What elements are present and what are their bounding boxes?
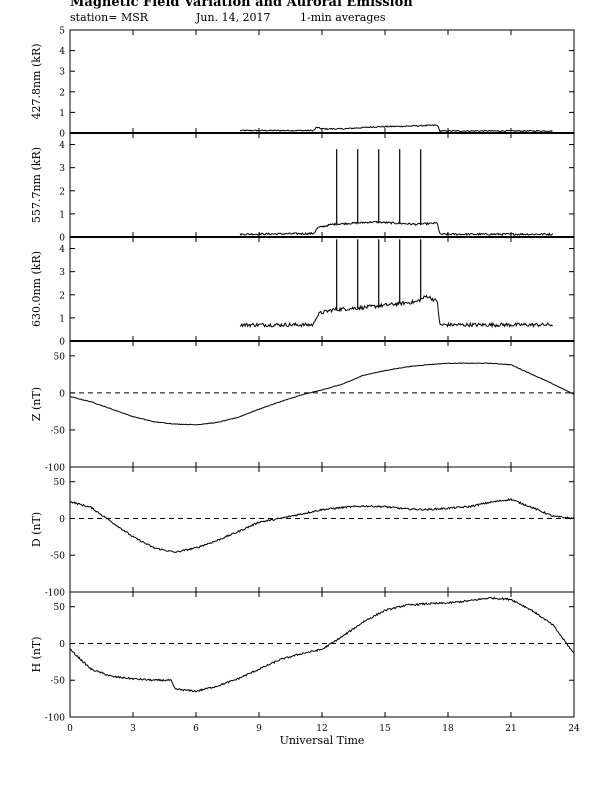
x-tick-label: 3 — [130, 724, 136, 734]
panel-frame — [69, 29, 575, 134]
y-axis-label: 427.8nm (kR) — [30, 43, 43, 119]
y-tick-label: 4 — [59, 47, 65, 57]
panel-pH: -100 -50 0 50 H (nT) — [30, 591, 575, 724]
y-tick-label: 0 — [59, 338, 65, 348]
x-tick-label: 9 — [256, 724, 262, 734]
date-label: Jun. 14, 2017 — [196, 11, 271, 24]
x-axis-label: Universal Time — [280, 734, 365, 747]
y-tick-label: 2 — [59, 88, 65, 98]
series-line — [69, 497, 575, 554]
y-tick-label: -100 — [45, 464, 65, 474]
x-tick-label: 12 — [316, 724, 327, 734]
y-tick-label: -100 — [45, 714, 65, 724]
y-tick-label: 4 — [59, 245, 65, 255]
averaging-label: 1-min averages — [300, 11, 386, 24]
panel-frame — [69, 591, 575, 718]
panel-frame — [69, 466, 575, 593]
y-tick-label: -50 — [51, 426, 66, 436]
x-tick-label: 24 — [568, 724, 580, 734]
y-tick-label: 3 — [59, 68, 65, 78]
panel-frame — [69, 340, 575, 468]
y-axis-label: D (nT) — [30, 512, 43, 547]
panel-frame — [69, 132, 575, 238]
y-tick-label: -100 — [45, 589, 65, 599]
y-tick-label: 0 — [59, 640, 65, 650]
y-tick-label: 50 — [54, 352, 66, 362]
y-tick-label: 1 — [59, 109, 65, 119]
y-axis-label: 630.0nm (kR) — [30, 251, 43, 327]
y-axis-label: 557.7nm (kR) — [30, 147, 43, 223]
series-line — [69, 596, 575, 693]
y-tick-label: 0 — [59, 130, 65, 140]
panel-pZ: -100 -50 0 50 Z (nT) — [30, 340, 575, 474]
series-line — [239, 220, 554, 237]
y-tick-label: 5 — [59, 27, 65, 37]
y-tick-label: 2 — [59, 291, 65, 301]
y-tick-label: -50 — [51, 677, 66, 687]
x-tick-label: 15 — [379, 724, 391, 734]
y-tick-label: 3 — [59, 164, 65, 174]
y-tick-label: 50 — [54, 603, 66, 613]
y-tick-label: 1 — [59, 314, 65, 324]
panel-p4278: 0 1 2 3 4 5 427.8nm (kR) — [30, 27, 575, 140]
y-tick-label: -50 — [51, 552, 66, 562]
y-tick-label: 0 — [59, 234, 65, 244]
x-tick-label: 18 — [442, 724, 454, 734]
panel-p5577: 0 1 2 3 4 557.7nm (kR) — [30, 132, 575, 244]
y-tick-label: 1 — [59, 210, 65, 220]
y-tick-label: 2 — [59, 187, 65, 197]
chart-title: Magnetic Field Variation and Auroral Emi… — [70, 0, 413, 10]
y-tick-label: 3 — [59, 268, 65, 278]
y-tick-label: 0 — [59, 389, 65, 399]
y-axis-label: Z (nT) — [30, 387, 43, 421]
y-tick-label: 0 — [59, 515, 65, 525]
y-axis-label: H (nT) — [30, 636, 43, 672]
x-tick-label: 21 — [505, 724, 516, 734]
station-label: station= MSR — [70, 11, 149, 24]
y-tick-label: 4 — [59, 141, 65, 151]
panel-pD: -100 -50 0 50 D (nT) — [30, 466, 575, 599]
y-tick-label: 50 — [54, 478, 66, 488]
series-line — [239, 294, 553, 329]
series-line — [69, 362, 575, 426]
panel-p6300: 0 1 2 3 4 630.0nm (kR) — [30, 236, 575, 348]
series-line — [239, 124, 553, 133]
x-tick-label: 6 — [193, 724, 199, 734]
x-tick-label: 0 — [67, 724, 73, 734]
